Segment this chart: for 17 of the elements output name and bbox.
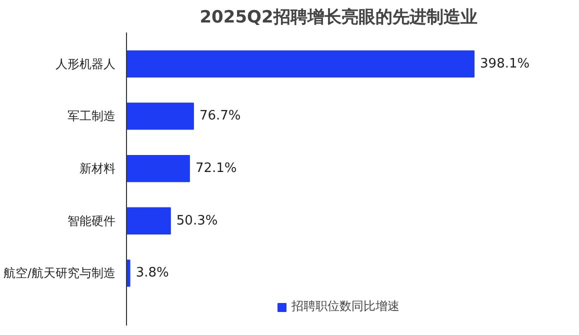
data-label: 3.8% <box>136 266 169 281</box>
chart-title: 2025Q2招聘增长亮眼的先进制造业 <box>200 8 478 28</box>
data-label: 76.7% <box>199 108 241 124</box>
y-tick-label: 人形机器人 <box>56 56 116 71</box>
bar <box>126 154 190 182</box>
y-tick-label: 航空/航天研究与制造 <box>3 266 116 280</box>
legend-label: 招聘职位数同比增速 <box>292 298 400 315</box>
data-label: 398.1% <box>480 56 530 72</box>
data-label: 72.1% <box>195 161 237 176</box>
bar <box>126 207 171 234</box>
data-label: 50.3% <box>176 213 218 228</box>
bar <box>126 260 130 287</box>
y-tick-label: 军工制造 <box>68 109 116 124</box>
y-tick-label: 新材料 <box>80 162 116 176</box>
y-tick-label: 智能硬件 <box>68 214 116 228</box>
bar <box>126 50 475 78</box>
bar <box>126 102 194 130</box>
